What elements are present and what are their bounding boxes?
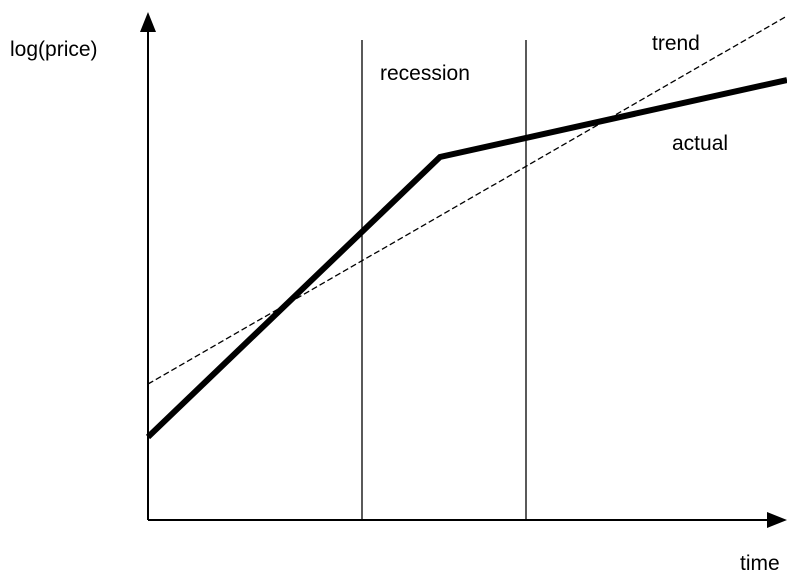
actual-line [145,77,787,440]
trend-line [147,15,787,385]
actual-label: actual [672,132,728,155]
x-axis-label: time [740,552,780,573]
y-axis-arrow [140,12,156,32]
y-axis-label: log(price) [10,38,98,61]
trend-label: trend [652,32,700,55]
x-axis-arrow [767,512,787,528]
recession-label: recession [380,62,470,85]
